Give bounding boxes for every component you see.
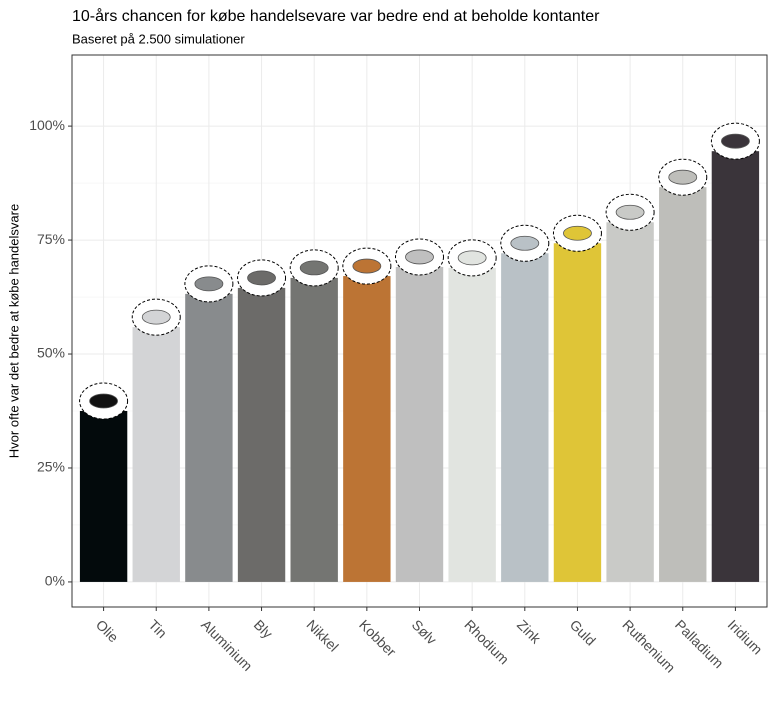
- icon-image: [247, 270, 276, 286]
- commodity-icon: [289, 249, 339, 287]
- y-tick-label: 0%: [45, 573, 65, 589]
- commodity-icon: [342, 247, 392, 285]
- commodity-icon: [79, 382, 129, 420]
- bar: [343, 276, 391, 582]
- bar: [185, 293, 233, 582]
- bar: [395, 266, 444, 582]
- commodity-icon: [710, 122, 760, 160]
- x-tick-label: Tin: [146, 616, 171, 641]
- bar: [711, 151, 760, 582]
- bar: [237, 287, 286, 582]
- x-tick-label: Guld: [567, 616, 599, 648]
- x-tick-label: Aluminium: [198, 616, 256, 674]
- x-tick-label: Olie: [93, 616, 122, 645]
- commodity-icon: [552, 214, 602, 252]
- x-tick-label: Zink: [514, 616, 545, 647]
- y-tick-label: 50%: [37, 345, 65, 361]
- icon-image: [457, 250, 487, 266]
- icon-image: [668, 169, 698, 185]
- x-tick-label: Sølv: [409, 616, 440, 647]
- icon-image: [563, 225, 592, 241]
- bar: [290, 277, 338, 582]
- commodity-icon: [500, 224, 550, 262]
- icon-image: [299, 260, 329, 276]
- bar: [79, 410, 128, 582]
- x-tick-label: Palladium: [672, 616, 727, 671]
- bar: [553, 243, 602, 582]
- bar: [501, 253, 549, 582]
- bar: [659, 187, 707, 582]
- x-tick-label: Kobber: [356, 616, 399, 659]
- icon-image: [405, 249, 434, 265]
- commodity-icon: [658, 158, 708, 196]
- bars: [79, 122, 760, 582]
- y-tick-label: 100%: [29, 117, 65, 133]
- commodity-icon: [447, 239, 497, 277]
- commodity-icon: [395, 238, 444, 276]
- chart-subtitle: Baseret på 2.500 simulationer: [72, 31, 245, 46]
- icon-image: [141, 309, 171, 325]
- x-tick-label: Bly: [251, 616, 276, 641]
- x-tick-label: Rhodium: [461, 616, 512, 667]
- icon-image: [615, 204, 645, 220]
- y-tick-label: 25%: [37, 459, 65, 475]
- x-tick-label: Nikkel: [303, 616, 341, 654]
- bar: [448, 267, 496, 582]
- icon-image: [352, 258, 382, 274]
- commodity-icon: [184, 265, 234, 303]
- x-tick-label: Iridium: [725, 616, 766, 657]
- y-tick-label: 75%: [37, 231, 65, 247]
- commodity-icon: [131, 298, 181, 336]
- icon-image: [510, 235, 540, 251]
- commodity-icon: [237, 259, 287, 297]
- y-axis-title: Hvor ofte var det bedre at købe handelsv…: [6, 204, 21, 458]
- icon-image: [194, 276, 224, 292]
- chart-title: 10-års chancen for købe handelsevare var…: [72, 7, 600, 25]
- bar: [606, 222, 654, 582]
- icon-image: [89, 393, 118, 409]
- commodity-icon: [605, 193, 655, 231]
- bar: [132, 327, 180, 582]
- x-tick-label: Ruthenium: [619, 616, 678, 675]
- icon-image: [721, 133, 750, 149]
